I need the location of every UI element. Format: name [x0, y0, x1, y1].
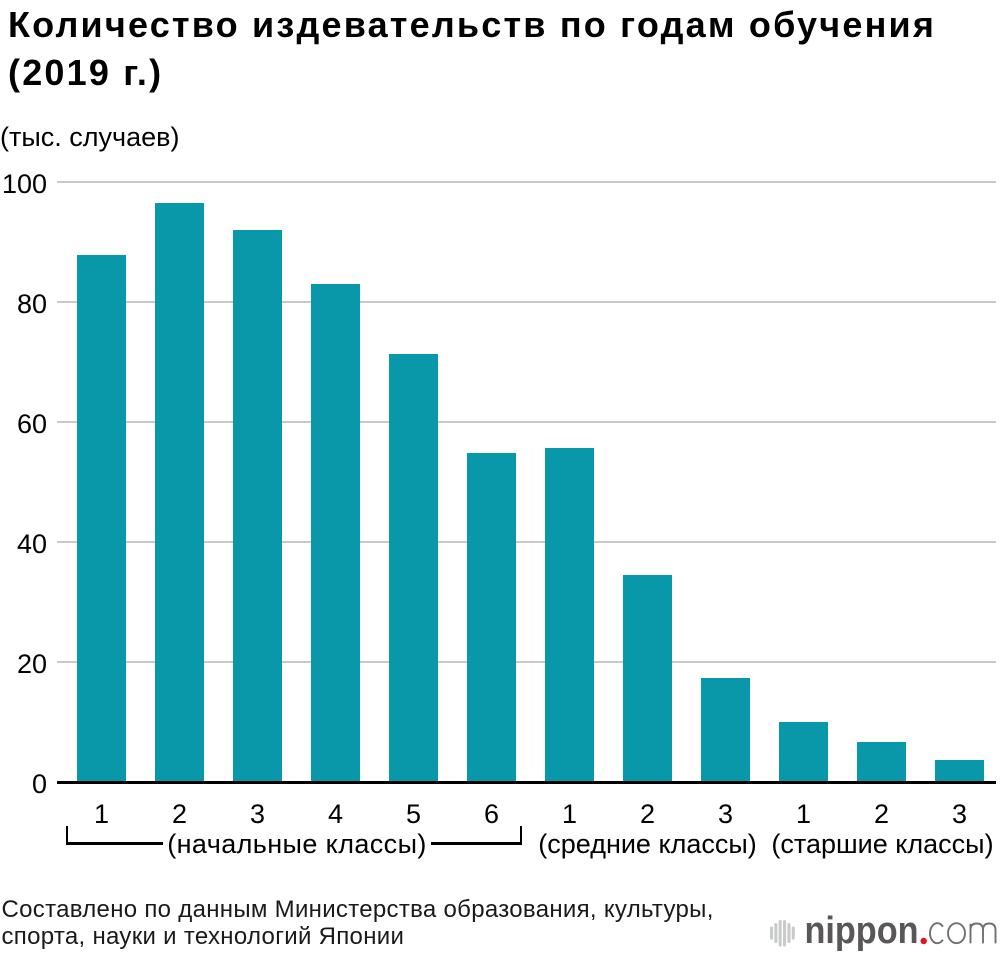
svg-text:nippon: nippon	[805, 910, 919, 952]
